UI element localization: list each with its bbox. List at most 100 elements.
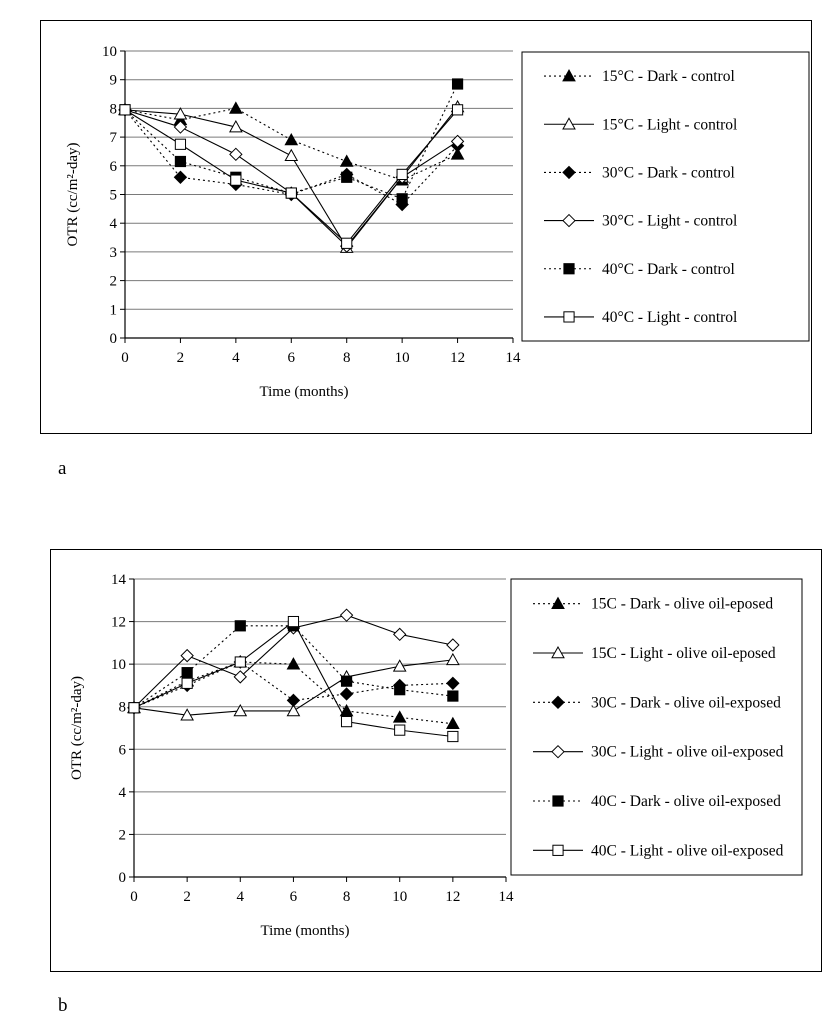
chart-a-series-5-point [285, 187, 297, 199]
chart-b-series-5-point [128, 702, 140, 714]
chart-a-legend-5-label: 40°C - Light - control [602, 309, 737, 326]
chart-a-y-tick-label: 3 [110, 245, 118, 261]
chart-b-x-tick-label: 14 [499, 889, 515, 905]
chart-a-series-2-point [173, 170, 188, 184]
chart-b-series-4-point [234, 620, 246, 632]
chart-b-series-5-point [287, 615, 300, 628]
chart-b-series-4-point [181, 667, 193, 679]
chart-panel-b: 0 2 4 6 8 10 12 14 0 2 4 6 8 10 12 14 Time (months) OTR (… [50, 549, 822, 972]
chart-panel-a: 0 1 2 3 4 5 6 7 8 9 10 0 2 4 6 8 10 12 14 Time (months) OTR … [40, 20, 812, 434]
chart-a-series-4-point [341, 171, 353, 183]
chart-a-series-1-point [229, 120, 243, 133]
chart-a-y-tick-label: 4 [110, 216, 118, 232]
chart-a-legend-3-label: 30°C - Light - control [602, 213, 737, 230]
chart-a-y-tick-label: 9 [110, 73, 118, 89]
chart-a-series-3-point [229, 147, 243, 162]
chart-b-legend-4-label: 40C - Dark - olive oil-exposed [591, 793, 781, 810]
chart-b-series-0-point [339, 703, 354, 717]
chart-b-legend-2-marker [551, 695, 565, 710]
chart-a-series-4-point [451, 78, 464, 90]
chart-b-x-tick-label: 10 [392, 889, 407, 905]
chart-b-legend-0-label: 15C - Dark - olive oil-eposed [591, 596, 773, 613]
chart-a-series-5-point [341, 237, 353, 249]
chart-b-series-1-point [180, 708, 194, 721]
chart-b-legend-5-label: 40C - Light - olive oil-exposed [591, 842, 784, 859]
chart-a-x-axis-label: Time (months) [259, 384, 348, 400]
chart-a-legend-0-label: 15°C - Dark - control [602, 68, 735, 85]
chart-a-legend-1-label: 15°C - Light - control [602, 116, 737, 133]
chart-a-series-4-point [396, 193, 408, 205]
chart-a-series-0-point [229, 101, 243, 114]
chart-b-series-3-point [393, 627, 407, 642]
chart-a-series-1-point [173, 107, 188, 120]
chart-a-x-tick-label: 10 [395, 350, 410, 366]
chart-a-series-0-point [339, 154, 354, 167]
chart-b-series-3-point [446, 638, 460, 652]
chart-a-x-tick-label: 14 [506, 350, 522, 366]
chart-b-y-tick-label: 6 [119, 742, 127, 758]
chart-a-y-tick-label: 6 [110, 159, 118, 175]
chart-b-series-4-point [447, 690, 459, 702]
chart-b-series-0-point [392, 710, 407, 723]
chart-b-series-5-point [181, 677, 193, 689]
chart-a-series-5-point [451, 104, 464, 116]
chart-b-x-tick-label: 6 [290, 889, 298, 905]
chart-b-series-5-point [340, 716, 353, 728]
chart-a-x-tick-label: 12 [450, 350, 465, 366]
chart-b-y-tick-label: 12 [111, 615, 126, 631]
chart-b-series-1-point [446, 652, 460, 666]
chart-b-series-0-point [286, 657, 301, 670]
chart-b-series-5-point [234, 656, 246, 668]
chart-b-x-tick-label: 2 [183, 889, 191, 905]
chart-b-series-0-point [446, 716, 460, 730]
chart-a-y-tick-label: 0 [110, 331, 118, 347]
chart-b-y-tick-label: 8 [119, 700, 127, 716]
chart-a-y-axis-label: OTR (cc/m²-day) [65, 142, 81, 246]
chart-a-series-5-point [230, 174, 242, 186]
chart-a-legend-5-marker [563, 311, 575, 323]
chart-b-legend-box [510, 578, 803, 876]
chart-b-x-tick-label: 0 [130, 889, 138, 905]
chart-a-series-1-point [284, 148, 299, 162]
chart-b-legend-3-marker [551, 744, 565, 759]
chart-a-series-5-point [396, 168, 408, 181]
chart-a-series-0-point [284, 132, 299, 146]
chart-b-series-1-point [286, 703, 301, 717]
chart-a-legend-4-marker [563, 263, 575, 275]
chart-a-series-4-point [174, 155, 187, 168]
chart-a-y-tick-label: 7 [110, 130, 118, 146]
chart-b-series-3-point [339, 608, 354, 622]
figure-label-b: b [58, 995, 68, 1016]
chart-b-y-tick-label: 4 [119, 785, 127, 801]
chart-b-series-4-point [394, 684, 406, 696]
chart-b-series-4-point [340, 675, 353, 687]
chart-b-legend-5-marker [552, 844, 564, 856]
chart-b-legend-1-label: 15C - Light - olive oil-eposed [591, 645, 776, 662]
chart-b-x-tick-label: 8 [343, 889, 351, 905]
chart-a-series-3-point [450, 134, 465, 149]
chart-a-legend-2-marker [562, 165, 576, 180]
chart-a-x-tick-label: 2 [177, 350, 185, 366]
chart-b-series-1-point [392, 659, 407, 672]
chart-a-series-0-point [450, 147, 465, 160]
figure-label-a: a [58, 458, 67, 479]
chart-a-y-tick-label: 10 [102, 44, 117, 60]
chart-b-legend-2-label: 30C - Dark - olive oil-exposed [591, 694, 781, 711]
chart-b-y-tick-label: 10 [111, 657, 126, 673]
chart-b-x-tick-label: 12 [445, 889, 460, 905]
chart-b-series-5-point [394, 724, 406, 736]
chart-b-series-3-point [180, 648, 194, 663]
chart-a-x-tick-label: 6 [288, 350, 296, 366]
chart-a-legend-3-marker [562, 213, 576, 228]
chart-b-svg: 0 2 4 6 8 10 12 14 0 2 4 6 8 10 12 14 Time (months) OTR (… [69, 572, 803, 939]
chart-b-y-axis-label: OTR (cc/m²-day) [69, 676, 85, 780]
chart-a-legend-0-marker [562, 69, 576, 82]
chart-b-series-2-point [446, 676, 460, 691]
chart-a-y-tick-label: 2 [110, 274, 118, 290]
chart-b-legend-0-marker [551, 596, 565, 609]
chart-b-legend-1-marker [551, 645, 565, 659]
chart-b-x-axis-label: Time (months) [260, 923, 349, 939]
chart-b-legend-3-label: 30C - Light - olive oil-exposed [591, 744, 784, 761]
chart-a-legend-2-label: 30°C - Dark - control [602, 164, 735, 181]
chart-a-y-tick-label: 8 [110, 101, 118, 117]
